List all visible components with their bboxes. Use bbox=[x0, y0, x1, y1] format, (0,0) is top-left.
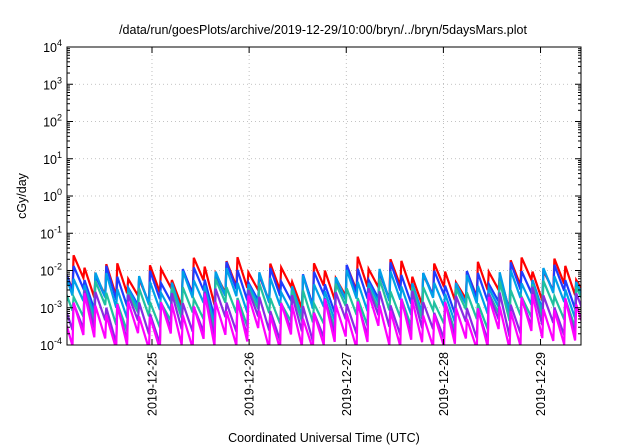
x-tick-label: 2019-12-29 bbox=[534, 352, 548, 416]
y-tick-label: 103 bbox=[43, 75, 62, 92]
x-tick-label: 2019-12-25 bbox=[145, 352, 159, 416]
x-tick-label: 2019-12-27 bbox=[340, 352, 354, 416]
y-tick-label: 10-1 bbox=[40, 224, 62, 241]
x-axis-label: Coordinated Universal Time (UTC) bbox=[228, 431, 420, 445]
y-tick-label: 10-4 bbox=[40, 336, 62, 353]
series-line bbox=[67, 254, 581, 311]
y-tick-label: 104 bbox=[43, 38, 62, 55]
y-axis-label: cGy/day bbox=[15, 172, 29, 219]
chart-title: /data/run/goesPlots/archive/2019-12-29/1… bbox=[119, 23, 527, 37]
tick-group bbox=[67, 46, 581, 346]
y-tick-label: 102 bbox=[43, 113, 62, 130]
x-tick-label: 2019-12-28 bbox=[437, 352, 451, 416]
series-group bbox=[67, 254, 581, 345]
y-tick-label: 100 bbox=[43, 187, 62, 204]
grid bbox=[67, 47, 581, 345]
x-tick-labels: 2019-12-25 2019-12-26 2019-12-27 2019-12-28… bbox=[145, 352, 548, 416]
y-tick-labels: 10-4 10-3 10-2 10-1 100 101 102 103 104 bbox=[40, 38, 62, 353]
series-line bbox=[67, 267, 581, 325]
y-tick-label: 10-2 bbox=[40, 262, 62, 279]
y-tick-label: 101 bbox=[43, 150, 62, 167]
x-tick-label: 2019-12-26 bbox=[243, 352, 257, 416]
y-tick-label: 10-3 bbox=[40, 299, 62, 316]
series-line bbox=[67, 292, 581, 345]
